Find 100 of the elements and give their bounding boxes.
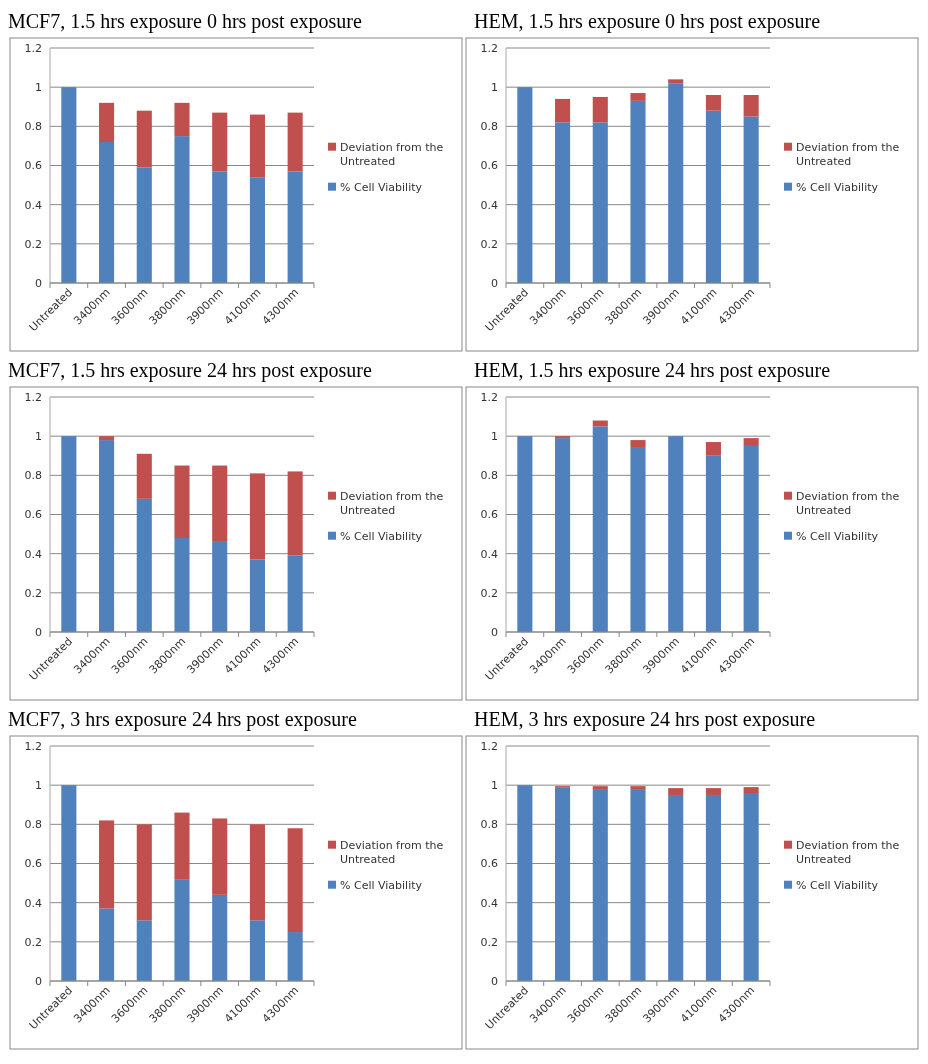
bar xyxy=(136,167,152,283)
bar xyxy=(630,93,646,101)
bar xyxy=(99,908,115,981)
y-tick-label: 0.6 xyxy=(480,159,498,173)
chart-title: MCF7, 1.5 hrs exposure 0 hrs post exposure xyxy=(8,10,362,33)
y-tick-label: 0.8 xyxy=(480,469,498,483)
bar xyxy=(743,787,759,793)
bar xyxy=(174,538,190,632)
chart-title: HEM, 1.5 hrs exposure 24 hrs post exposure xyxy=(474,359,831,382)
bar xyxy=(705,788,721,795)
y-tick-label: 0.2 xyxy=(480,237,498,251)
bar xyxy=(705,95,721,111)
y-tick-label: 1 xyxy=(35,81,42,95)
chart-title: MCF7, 1.5 hrs exposure 24 hrs post exposure xyxy=(8,359,372,382)
legend-label: Deviation from the Untreated xyxy=(796,140,900,168)
bar xyxy=(555,438,571,632)
bar xyxy=(174,102,190,137)
bar xyxy=(99,436,115,441)
bar xyxy=(249,824,265,921)
bar xyxy=(668,788,684,795)
y-tick-label: 1 xyxy=(35,779,42,793)
legend-label: % Cell Viability xyxy=(796,529,879,543)
legend-label: Deviation from the Untreated xyxy=(340,140,444,168)
bar xyxy=(743,95,759,117)
bar xyxy=(630,789,646,981)
bar xyxy=(668,83,684,283)
chart-title: HEM, 3 hrs exposure 24 hrs post exposure xyxy=(474,708,816,731)
y-tick-label: 0.8 xyxy=(24,818,42,832)
bar xyxy=(630,447,646,632)
bar xyxy=(136,920,152,981)
y-tick-label: 0.8 xyxy=(24,120,42,134)
bar xyxy=(555,98,571,123)
y-tick-label: 0.4 xyxy=(24,547,42,561)
bar xyxy=(668,794,684,981)
y-tick-label: 0.8 xyxy=(24,469,42,483)
bar xyxy=(249,114,265,178)
y-tick-label: 0.4 xyxy=(24,896,42,910)
bar xyxy=(517,785,533,981)
bar xyxy=(287,171,303,283)
bar xyxy=(630,786,646,790)
bar xyxy=(212,465,228,542)
y-tick-label: 0.8 xyxy=(480,120,498,134)
bar xyxy=(705,442,721,456)
bar xyxy=(136,824,152,921)
bar xyxy=(212,818,228,895)
bar xyxy=(743,793,759,981)
bar xyxy=(136,453,152,499)
bar xyxy=(212,541,228,632)
bar xyxy=(99,820,115,909)
y-tick-label: 1.2 xyxy=(480,390,498,404)
y-tick-label: 1 xyxy=(491,779,498,793)
chart-title: HEM, 1.5 hrs exposure 0 hrs post exposure xyxy=(474,10,821,33)
bar xyxy=(743,445,759,632)
bar xyxy=(555,122,571,283)
bar xyxy=(61,436,77,632)
bar xyxy=(517,436,533,632)
bar xyxy=(517,87,533,283)
bar xyxy=(287,555,303,632)
bar xyxy=(743,116,759,283)
bar xyxy=(99,440,115,632)
y-tick-label: 0.6 xyxy=(480,857,498,871)
bar xyxy=(592,96,608,123)
bar xyxy=(212,112,228,172)
y-tick-label: 0.6 xyxy=(24,159,42,173)
y-tick-label: 0 xyxy=(35,974,42,988)
bar xyxy=(136,498,152,632)
bar xyxy=(136,110,152,168)
y-tick-label: 1.2 xyxy=(24,739,42,753)
legend-label: % Cell Viability xyxy=(796,180,879,194)
bar xyxy=(61,785,77,981)
bar xyxy=(668,436,684,632)
bar xyxy=(705,110,721,283)
bar xyxy=(249,559,265,632)
bar xyxy=(705,455,721,632)
y-tick-label: 0.6 xyxy=(24,508,42,522)
y-tick-label: 1.2 xyxy=(24,41,42,55)
y-tick-label: 0.4 xyxy=(480,896,498,910)
bar xyxy=(249,920,265,981)
legend-label: % Cell Viability xyxy=(340,180,423,194)
bar xyxy=(212,894,228,981)
y-tick-label: 1.2 xyxy=(24,390,42,404)
chart-title: MCF7, 3 hrs exposure 24 hrs post exposure xyxy=(8,708,357,731)
y-tick-label: 0.6 xyxy=(24,857,42,871)
bar xyxy=(249,473,265,560)
bar xyxy=(592,786,608,790)
bar xyxy=(287,828,303,933)
bar xyxy=(592,122,608,283)
bar xyxy=(592,789,608,981)
bar xyxy=(668,79,684,84)
y-tick-label: 0.2 xyxy=(480,935,498,949)
y-tick-label: 0.2 xyxy=(480,586,498,600)
y-tick-label: 1 xyxy=(35,430,42,444)
bar xyxy=(99,142,115,283)
bar xyxy=(705,794,721,981)
y-tick-label: 0.8 xyxy=(480,818,498,832)
bar xyxy=(174,465,190,538)
y-tick-label: 0 xyxy=(35,276,42,290)
y-tick-label: 0.2 xyxy=(24,586,42,600)
bar xyxy=(555,787,571,981)
bar xyxy=(249,177,265,283)
